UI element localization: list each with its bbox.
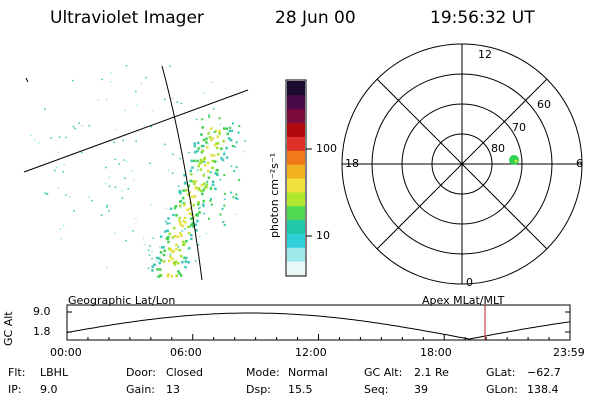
door-value: Closed bbox=[166, 366, 203, 379]
glon-label: GLon: bbox=[486, 383, 518, 396]
gcalt-label: GC Alt: bbox=[364, 366, 403, 379]
alt-ytick-9: 9.0 bbox=[33, 305, 51, 318]
polar-aurora-spot bbox=[509, 155, 519, 165]
glon-value: 138.4 bbox=[527, 383, 559, 396]
colorbar-swatch bbox=[287, 81, 305, 96]
geographic-label: Geographic Lat/Lon bbox=[68, 294, 176, 307]
flt-value: LBHL bbox=[40, 366, 69, 379]
colorbar-swatch bbox=[287, 178, 305, 193]
polar-label-6: 6 bbox=[576, 157, 583, 170]
door-label: Door: bbox=[126, 366, 156, 379]
colorbar-swatch bbox=[287, 233, 305, 248]
ip-label: IP: bbox=[8, 383, 22, 396]
geographic-image bbox=[23, 65, 249, 281]
alt-xtick-1200: 12:00 bbox=[295, 346, 327, 359]
time-label: 19:56:32 UT bbox=[430, 8, 535, 28]
date-label: 28 Jun 00 bbox=[275, 8, 356, 28]
lat-line bbox=[23, 89, 249, 173]
polar-label-70: 70 bbox=[512, 121, 526, 134]
polar-label-18: 18 bbox=[345, 157, 359, 170]
dsp-value: 15.5 bbox=[288, 383, 313, 396]
alt-ytick-1-8: 1.8 bbox=[33, 325, 51, 338]
apex-label: Apex MLat/MLT bbox=[422, 294, 505, 307]
ip-value: 9.0 bbox=[40, 383, 58, 396]
polar-label-80: 80 bbox=[491, 142, 505, 155]
colorbar-swatch bbox=[287, 108, 305, 124]
colorbar-label: photon cm⁻²s⁻¹ bbox=[268, 152, 281, 238]
polar-label-0: 0 bbox=[466, 276, 473, 289]
seq-value: 39 bbox=[414, 383, 428, 396]
colorbar-swatch bbox=[287, 247, 305, 262]
polar-label-12: 12 bbox=[478, 48, 492, 61]
alt-xtick-0600: 06:00 bbox=[170, 346, 202, 359]
gain-label: Gain: bbox=[126, 383, 155, 396]
colorbar-swatch bbox=[287, 122, 305, 137]
colorbar-swatch bbox=[287, 191, 305, 207]
dsp-label: Dsp: bbox=[246, 383, 271, 396]
colorbar-swatch bbox=[287, 164, 305, 179]
flt-label: Flt: bbox=[8, 366, 26, 379]
alt-xtick-0000: 00:00 bbox=[50, 346, 82, 359]
alt-xtick-1800: 18:00 bbox=[420, 346, 452, 359]
colorbar-tick-10: 10 bbox=[316, 229, 330, 242]
colorbar bbox=[285, 79, 312, 277]
glat-label: GLat: bbox=[486, 366, 516, 379]
colorbar-swatch bbox=[287, 205, 305, 221]
gain-value: 13 bbox=[166, 383, 180, 396]
mode-label: Mode: bbox=[246, 366, 280, 379]
polar-label-60: 60 bbox=[537, 98, 551, 111]
colorbar-tick-100: 100 bbox=[316, 142, 337, 155]
gcalt-value: 2.1 Re bbox=[414, 366, 449, 379]
polar-plot bbox=[341, 43, 583, 285]
alt-ylabel: GC Alt bbox=[2, 311, 15, 346]
instrument-title: Ultraviolet Imager bbox=[50, 8, 204, 28]
seq-label: Seq: bbox=[364, 383, 389, 396]
mode-value: Normal bbox=[288, 366, 328, 379]
colorbar-swatch bbox=[287, 136, 305, 151]
alt-xtick-2359: 23:59 bbox=[553, 346, 585, 359]
colorbar-swatch bbox=[287, 261, 305, 276]
lon-line bbox=[161, 65, 203, 281]
colorbar-swatch bbox=[287, 94, 305, 110]
altitude-plot bbox=[66, 304, 571, 341]
colorbar-swatch bbox=[287, 150, 305, 165]
colorbar-swatch bbox=[287, 219, 305, 234]
glat-value: −62.7 bbox=[527, 366, 561, 379]
